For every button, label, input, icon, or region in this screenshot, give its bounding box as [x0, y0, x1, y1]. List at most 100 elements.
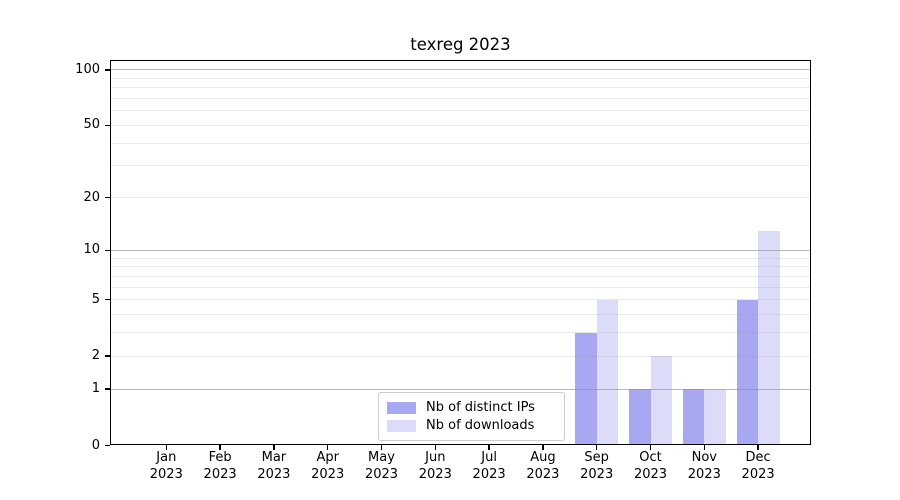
x-axis-tick: [542, 445, 544, 450]
x-tick-label: Oct 2023: [619, 450, 683, 483]
legend-item-downloads: Nb of downloads: [387, 418, 556, 433]
x-axis-tick: [488, 445, 490, 450]
minor-gridline: [110, 299, 811, 301]
minor-gridline: [110, 165, 811, 167]
minor-gridline: [110, 87, 811, 89]
y-tick-label: 100: [75, 61, 100, 77]
x-tick-month: Jan: [156, 450, 177, 465]
x-tick-label: Jul 2023: [457, 450, 521, 483]
minor-gridline: [110, 77, 811, 79]
x-tick-label: Apr 2023: [296, 450, 360, 483]
x-tick-year: 2023: [311, 466, 345, 482]
x-axis-tick: [273, 445, 275, 450]
x-tick-month: Apr: [316, 450, 339, 465]
y-axis-tick: [105, 388, 110, 390]
legend-swatch-downloads: [387, 419, 416, 432]
minor-gridline: [110, 355, 811, 357]
x-tick-month: Nov: [691, 450, 717, 465]
y-axis-tick: [105, 124, 110, 127]
y-axis-tick: [105, 444, 110, 447]
minor-gridline: [110, 197, 811, 199]
y-axis-tick: [105, 196, 110, 199]
x-tick-year: 2023: [741, 466, 775, 482]
legend-item-distinct-ips: Nb of distinct IPs: [387, 400, 556, 415]
y-tick-label: 0: [91, 437, 100, 453]
x-tick-year: 2023: [203, 466, 237, 482]
legend-label: Nb of downloads: [426, 418, 535, 433]
bar-distinct-ips: [682, 389, 705, 446]
y-axis-tick: [105, 69, 110, 71]
x-tick-month: Dec: [745, 450, 771, 465]
minor-gridline: [110, 98, 811, 100]
x-tick-label: Jan 2023: [134, 450, 198, 483]
y-axis-tick: [105, 249, 110, 251]
y-tick-label: 20: [83, 189, 100, 205]
bar-distinct-ips: [736, 299, 759, 446]
legend-swatch-distinct-ips: [387, 401, 416, 414]
x-tick-label: May 2023: [350, 450, 414, 483]
x-tick-year: 2023: [149, 466, 183, 482]
minor-gridline: [110, 314, 811, 315]
x-tick-label: Feb 2023: [188, 450, 252, 483]
x-tick-month: Mar: [261, 450, 287, 465]
y-tick-label: 1: [91, 381, 100, 397]
x-tick-year: 2023: [364, 466, 399, 482]
x-tick-year: 2023: [418, 466, 452, 482]
legend-label: Nb of distinct IPs: [426, 400, 535, 415]
minor-gridline: [110, 266, 811, 268]
x-axis-tick: [596, 445, 598, 450]
minor-gridline: [110, 332, 811, 334]
x-tick-year: 2023: [472, 466, 506, 482]
x-axis-tick: [219, 445, 221, 450]
minor-gridline: [110, 110, 811, 112]
x-tick-year: 2023: [687, 466, 721, 482]
minor-gridline: [110, 124, 811, 126]
x-axis-tick: [165, 445, 167, 450]
y-tick-label: 5: [91, 291, 100, 307]
chart-title: texreg 2023: [410, 35, 511, 54]
x-tick-month: Aug: [530, 450, 556, 465]
x-tick-month: Jul: [481, 450, 497, 465]
bar-downloads: [650, 356, 672, 446]
legend: Nb of distinct IPs Nb of downloads: [378, 392, 565, 441]
x-tick-year: 2023: [580, 466, 614, 482]
minor-gridline: [110, 286, 811, 288]
x-tick-label: Nov 2023: [672, 450, 736, 483]
x-tick-year: 2023: [257, 466, 291, 482]
minor-gridline: [110, 257, 811, 259]
x-axis-tick: [757, 445, 759, 450]
major-gridline: [110, 69, 811, 71]
x-tick-month: Sep: [584, 450, 609, 465]
y-axis-tick: [105, 355, 110, 357]
x-tick-month: Jun: [425, 450, 446, 465]
y-tick-label: 10: [83, 242, 100, 258]
x-tick-month: Feb: [208, 450, 232, 465]
bar-downloads: [758, 230, 780, 446]
major-gridline: [110, 249, 811, 251]
y-axis-tick: [105, 298, 110, 301]
x-axis-tick: [434, 445, 436, 450]
x-tick-label: Sep 2023: [565, 450, 629, 483]
x-tick-label: Mar 2023: [242, 450, 306, 483]
x-axis-tick: [327, 445, 329, 450]
plot-frame: [110, 60, 811, 445]
bar-downloads: [596, 299, 619, 446]
y-tick-label: 50: [83, 117, 100, 133]
minor-gridline: [110, 275, 811, 277]
major-gridline: [110, 388, 811, 390]
bar-distinct-ips: [629, 389, 651, 446]
x-tick-label: Dec 2023: [726, 450, 790, 483]
x-tick-month: Oct: [639, 450, 662, 465]
x-axis-tick: [380, 445, 383, 450]
x-axis-tick: [649, 445, 652, 450]
minor-gridline: [110, 142, 811, 144]
x-tick-year: 2023: [526, 466, 560, 482]
x-tick-month: May: [368, 450, 395, 465]
x-tick-label: Aug 2023: [511, 450, 575, 483]
x-tick-label: Jun 2023: [403, 450, 467, 483]
bar-downloads: [704, 389, 726, 446]
y-tick-label: 2: [91, 348, 100, 364]
x-tick-year: 2023: [633, 466, 668, 482]
x-axis-tick: [703, 445, 705, 450]
